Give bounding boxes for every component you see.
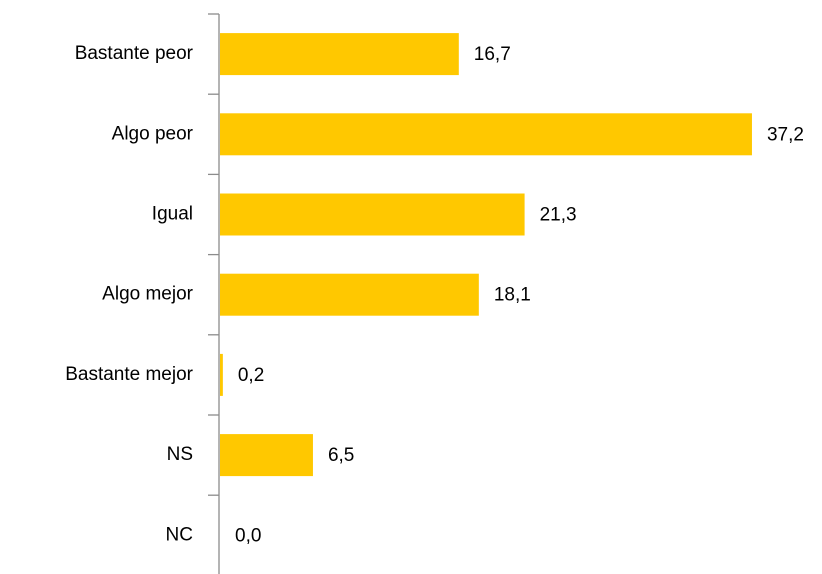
data-label: 21,3 xyxy=(540,205,577,226)
data-label: 16,7 xyxy=(474,44,511,65)
bar xyxy=(220,434,313,477)
bar xyxy=(220,113,752,156)
data-label: 0,0 xyxy=(235,525,261,546)
y-tick-label: Algo peor xyxy=(112,123,194,144)
y-tick-label: NC xyxy=(166,524,193,545)
bar xyxy=(220,353,223,396)
y-tick-label: Algo mejor xyxy=(102,284,193,305)
bar xyxy=(220,33,459,76)
y-tick-label: Bastante mejor xyxy=(65,364,193,385)
bar xyxy=(220,273,479,316)
data-label: 0,2 xyxy=(238,365,264,386)
bar xyxy=(220,193,525,236)
data-label: 6,5 xyxy=(328,445,354,466)
y-tick-label: Igual xyxy=(152,204,193,225)
data-label: 37,2 xyxy=(767,124,804,145)
y-tick-label: NS xyxy=(167,444,193,465)
data-label: 18,1 xyxy=(494,285,531,306)
y-tick-label: Bastante peor xyxy=(75,43,194,64)
